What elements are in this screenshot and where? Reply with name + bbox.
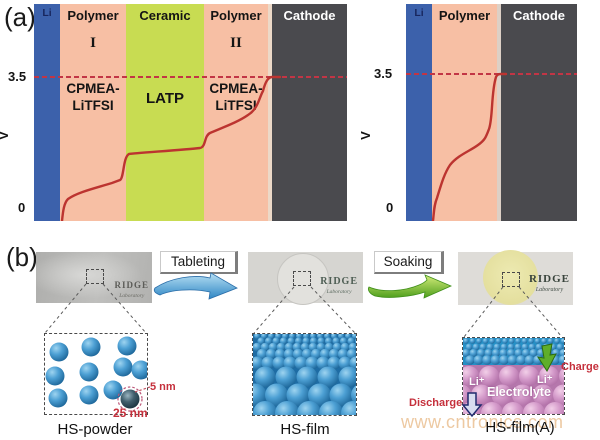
annotation-sphere-diameter: 25 nm — [113, 406, 148, 420]
layer-li: Li — [406, 4, 434, 221]
photo-hs-film: RIDGE Laboratory — [248, 252, 363, 305]
discharge-label: Discharge — [409, 397, 463, 409]
process-label-tableting: Tableting — [160, 251, 238, 274]
layer-polymer-2-numeral: II — [230, 35, 242, 51]
layer-ceramic-label: Ceramic — [139, 8, 191, 23]
axis-vmax-right: 3.5 — [374, 66, 393, 81]
layer-ceramic: Ceramic LATP — [126, 4, 204, 221]
layer-polymer-label: Polymer — [438, 8, 491, 23]
schematic-hs-powder — [44, 333, 148, 415]
photo-hs-powder: RIDGE Laboratory — [36, 252, 152, 303]
zoom-region-indicator — [293, 271, 311, 286]
layer-polymer-2-material: CPMEA- LiTFSI — [209, 81, 263, 113]
zoom-region-indicator — [86, 269, 104, 284]
cell-diagram-hybrid: Li Polymer I CPMEA- LiTFSI Ceramic LATP … — [34, 4, 347, 221]
layer-polymer: Polymer — [432, 4, 497, 221]
site-watermark: www.cntronics.com — [401, 412, 564, 432]
panel-a-label: (a) — [4, 2, 36, 32]
powder-spheres — [45, 336, 147, 412]
caption-hs-powder: HS-powder — [57, 421, 133, 438]
process-label-soaking: Soaking — [374, 251, 444, 274]
layer-polymer-2-label: Polymer — [210, 8, 262, 23]
tableting-arrow-icon — [153, 272, 238, 300]
layer-ceramic-material: LATP — [145, 90, 185, 107]
zoom-region-indicator — [502, 272, 520, 287]
packed-spheres — [253, 334, 356, 415]
caption-hs-film-a: HS-film(A) — [485, 419, 555, 436]
axis-vmin-right: 0 — [386, 200, 394, 215]
layer-polymer-1-material: CPMEA- LiTFSI — [66, 81, 120, 113]
li-ion-label-right: Li⁺ — [537, 374, 553, 386]
li-ion-label-left: Li⁺ — [469, 376, 485, 388]
layer-polymer-1-numeral: I — [90, 35, 96, 51]
cell-diagram-polymer: Li Polymer Cathode — [406, 4, 577, 221]
electrolyte-label: Electrolyte — [487, 385, 551, 399]
charge-label: Charge — [561, 361, 599, 373]
ridge-logo: RIDGE Laboratory — [114, 280, 149, 299]
axis-vmin-left: 0 — [18, 200, 26, 215]
layer-li: Li — [34, 4, 62, 221]
axis-unit-left: V — [0, 131, 11, 140]
layer-polymer-1: Polymer I CPMEA- LiTFSI — [60, 4, 126, 221]
axis-unit-right: V — [357, 131, 373, 140]
ridge-logo: RIDGE Laboratory — [528, 273, 570, 293]
layer-cathode-label: Cathode — [513, 8, 565, 23]
caption-hs-film: HS-film — [280, 421, 330, 438]
photo-hs-film-a: RIDGE Laboratory — [458, 250, 573, 305]
layer-li-label: Li — [42, 7, 52, 19]
schematic-hs-film — [252, 333, 357, 416]
annotation-shell-thickness: 5 nm — [150, 381, 176, 393]
core-shell-sphere — [120, 389, 140, 409]
layer-li-label: Li — [414, 7, 424, 19]
layer-cathode-label: Cathode — [283, 8, 336, 23]
layer-cathode: Cathode — [501, 4, 577, 221]
panel-b-label: (b) — [6, 242, 38, 272]
soaking-arrow-icon — [367, 274, 453, 299]
layer-polymer-1-label: Polymer — [67, 8, 119, 23]
axis-vmax-left: 3.5 — [8, 69, 27, 84]
ridge-logo: RIDGE Laboratory — [320, 276, 358, 295]
layer-cathode: Cathode — [272, 4, 347, 221]
layer-polymer-2: Polymer II CPMEA- LiTFSI — [204, 4, 268, 221]
